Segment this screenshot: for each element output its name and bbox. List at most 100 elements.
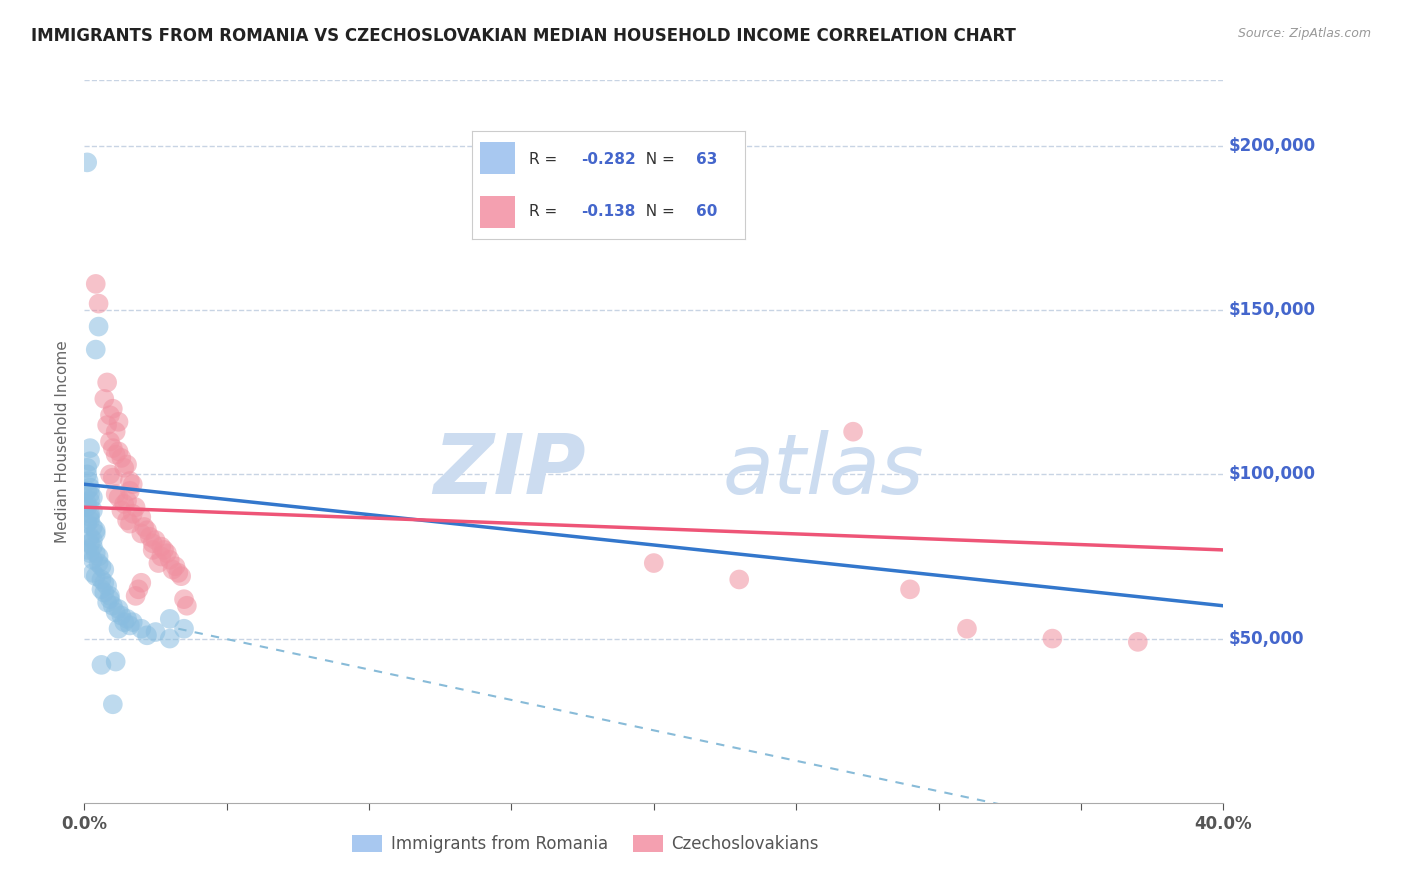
Point (76, 460, 98, 475)
Point (728, 573, 751, 587)
Legend: Immigrants from Romania, Czechoslovakians: Immigrants from Romania, Czechoslovakian… (346, 828, 825, 860)
Point (104, 655, 127, 669)
Point (142, 536, 165, 550)
Point (136, 628, 159, 642)
Point (79, 510, 101, 524)
Point (98, 592, 121, 607)
Point (112, 615, 135, 630)
Point (96, 418, 118, 433)
Point (107, 491, 129, 505)
Point (98, 409, 121, 423)
Point (110, 608, 132, 623)
Point (79, 513, 101, 527)
Point (96, 376, 118, 390)
Point (101, 441, 124, 455)
Point (170, 569, 193, 583)
Point (898, 582, 921, 597)
Point (131, 575, 153, 590)
Point (104, 448, 127, 462)
Point (76, 542, 98, 557)
Point (110, 450, 132, 465)
Point (76, 155, 98, 169)
Text: $200,000: $200,000 (1229, 137, 1316, 155)
Point (79, 530, 101, 544)
Text: Source: ZipAtlas.com: Source: ZipAtlas.com (1237, 27, 1371, 40)
Point (134, 520, 156, 534)
Point (93, 585, 115, 599)
Point (159, 632, 181, 646)
Point (159, 553, 181, 567)
Point (98, 467, 121, 482)
Point (107, 602, 129, 616)
Point (76, 500, 98, 515)
Point (76, 467, 98, 482)
Text: atlas: atlas (723, 430, 924, 511)
Point (79, 507, 101, 521)
Point (82, 566, 104, 580)
Point (84, 569, 107, 583)
Point (121, 615, 143, 630)
Point (101, 401, 124, 416)
Point (96, 595, 118, 609)
Point (118, 618, 141, 632)
Point (82, 503, 104, 517)
Point (84, 523, 107, 537)
Point (159, 612, 181, 626)
Point (118, 516, 141, 531)
Point (98, 434, 121, 449)
Point (118, 474, 141, 488)
Text: IMMIGRANTS FROM ROMANIA VS CZECHOSLOVAKIAN MEDIAN HOUSEHOLD INCOME CORRELATION C: IMMIGRANTS FROM ROMANIA VS CZECHOSLOVAKI… (31, 27, 1015, 45)
Point (107, 415, 129, 429)
Point (79, 481, 101, 495)
Point (150, 540, 173, 554)
Point (79, 454, 101, 468)
Point (84, 343, 107, 357)
Point (82, 520, 104, 534)
Text: $50,000: $50,000 (1229, 630, 1305, 648)
Point (1126, 635, 1149, 649)
Point (842, 425, 865, 439)
Point (136, 523, 159, 537)
Point (643, 556, 665, 570)
Point (101, 698, 124, 712)
Point (79, 487, 101, 501)
Point (87, 556, 110, 570)
Point (148, 556, 170, 570)
Point (90, 559, 112, 574)
Point (76, 483, 98, 498)
Point (150, 549, 173, 564)
Point (145, 625, 167, 640)
Text: $100,000: $100,000 (1229, 466, 1316, 483)
Point (98, 589, 121, 603)
Point (127, 582, 149, 597)
Point (82, 540, 104, 554)
Point (79, 546, 101, 560)
Point (115, 458, 138, 472)
Point (79, 493, 101, 508)
Point (156, 546, 179, 560)
Point (104, 487, 127, 501)
Point (118, 483, 141, 498)
Point (124, 589, 146, 603)
Point (76, 497, 98, 511)
Point (82, 553, 104, 567)
Point (101, 599, 124, 613)
Point (165, 559, 187, 574)
Y-axis label: Median Household Income: Median Household Income (55, 340, 70, 543)
Point (131, 622, 153, 636)
Point (139, 530, 162, 544)
Point (79, 441, 101, 455)
Text: $150,000: $150,000 (1229, 301, 1316, 319)
Point (90, 573, 112, 587)
Point (84, 546, 107, 560)
Point (79, 536, 101, 550)
Point (110, 503, 132, 517)
Point (131, 526, 153, 541)
Point (112, 497, 135, 511)
Point (93, 563, 115, 577)
Point (142, 542, 165, 557)
Point (173, 622, 195, 636)
Point (90, 582, 112, 597)
Point (93, 575, 115, 590)
Point (104, 605, 127, 619)
